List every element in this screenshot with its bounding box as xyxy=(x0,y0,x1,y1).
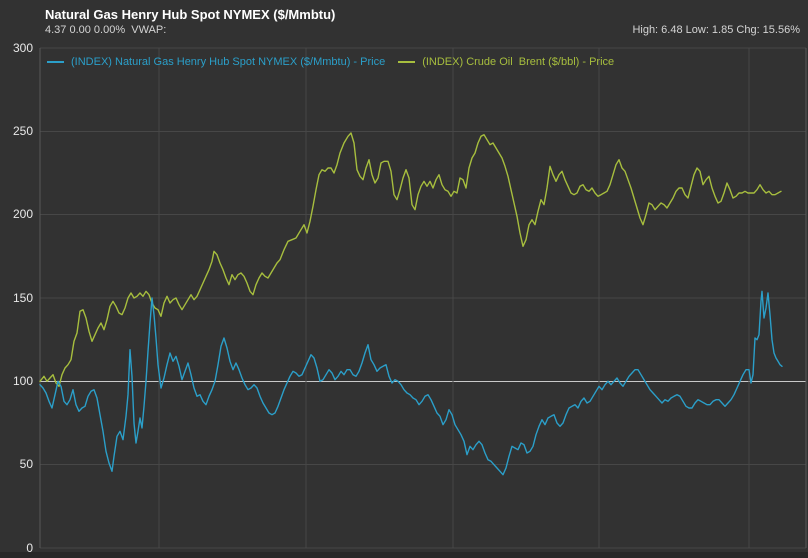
legend-label-brent: (INDEX) Crude Oil Brent ($/bbl) - Price xyxy=(422,56,615,68)
time-axis-strip xyxy=(0,552,808,558)
y-tick-label: 300 xyxy=(12,40,33,55)
y-tick-label: 50 xyxy=(19,457,33,472)
page-title: Natural Gas Henry Hub Spot NYMEX ($/Mmbt… xyxy=(45,7,336,22)
high-low-change-stats: High: 6.48 Low: 1.85 Chg: 15.56% xyxy=(632,24,800,36)
y-tick-label: 250 xyxy=(12,123,33,138)
natgas-line-swatch-icon xyxy=(47,61,64,63)
legend-item-natgas[interactable]: (INDEX) Natural Gas Henry Hub Spot NYMEX… xyxy=(47,56,385,68)
chart-legend: (INDEX) Natural Gas Henry Hub Spot NYMEX… xyxy=(47,56,614,68)
y-tick-label: 150 xyxy=(12,290,33,305)
y-tick-label: 200 xyxy=(12,207,33,222)
brent-line-swatch-icon xyxy=(398,61,416,63)
legend-label-natgas: (INDEX) Natural Gas Henry Hub Spot NYMEX… xyxy=(71,56,386,68)
y-tick-label: 0 xyxy=(26,540,33,555)
y-tick-label: 100 xyxy=(12,373,33,388)
legend-item-brent[interactable]: (INDEX) Crude Oil Brent ($/bbl) - Price xyxy=(398,56,614,68)
quote-summary: 4.37 0.00 0.00% VWAP: xyxy=(45,24,167,36)
